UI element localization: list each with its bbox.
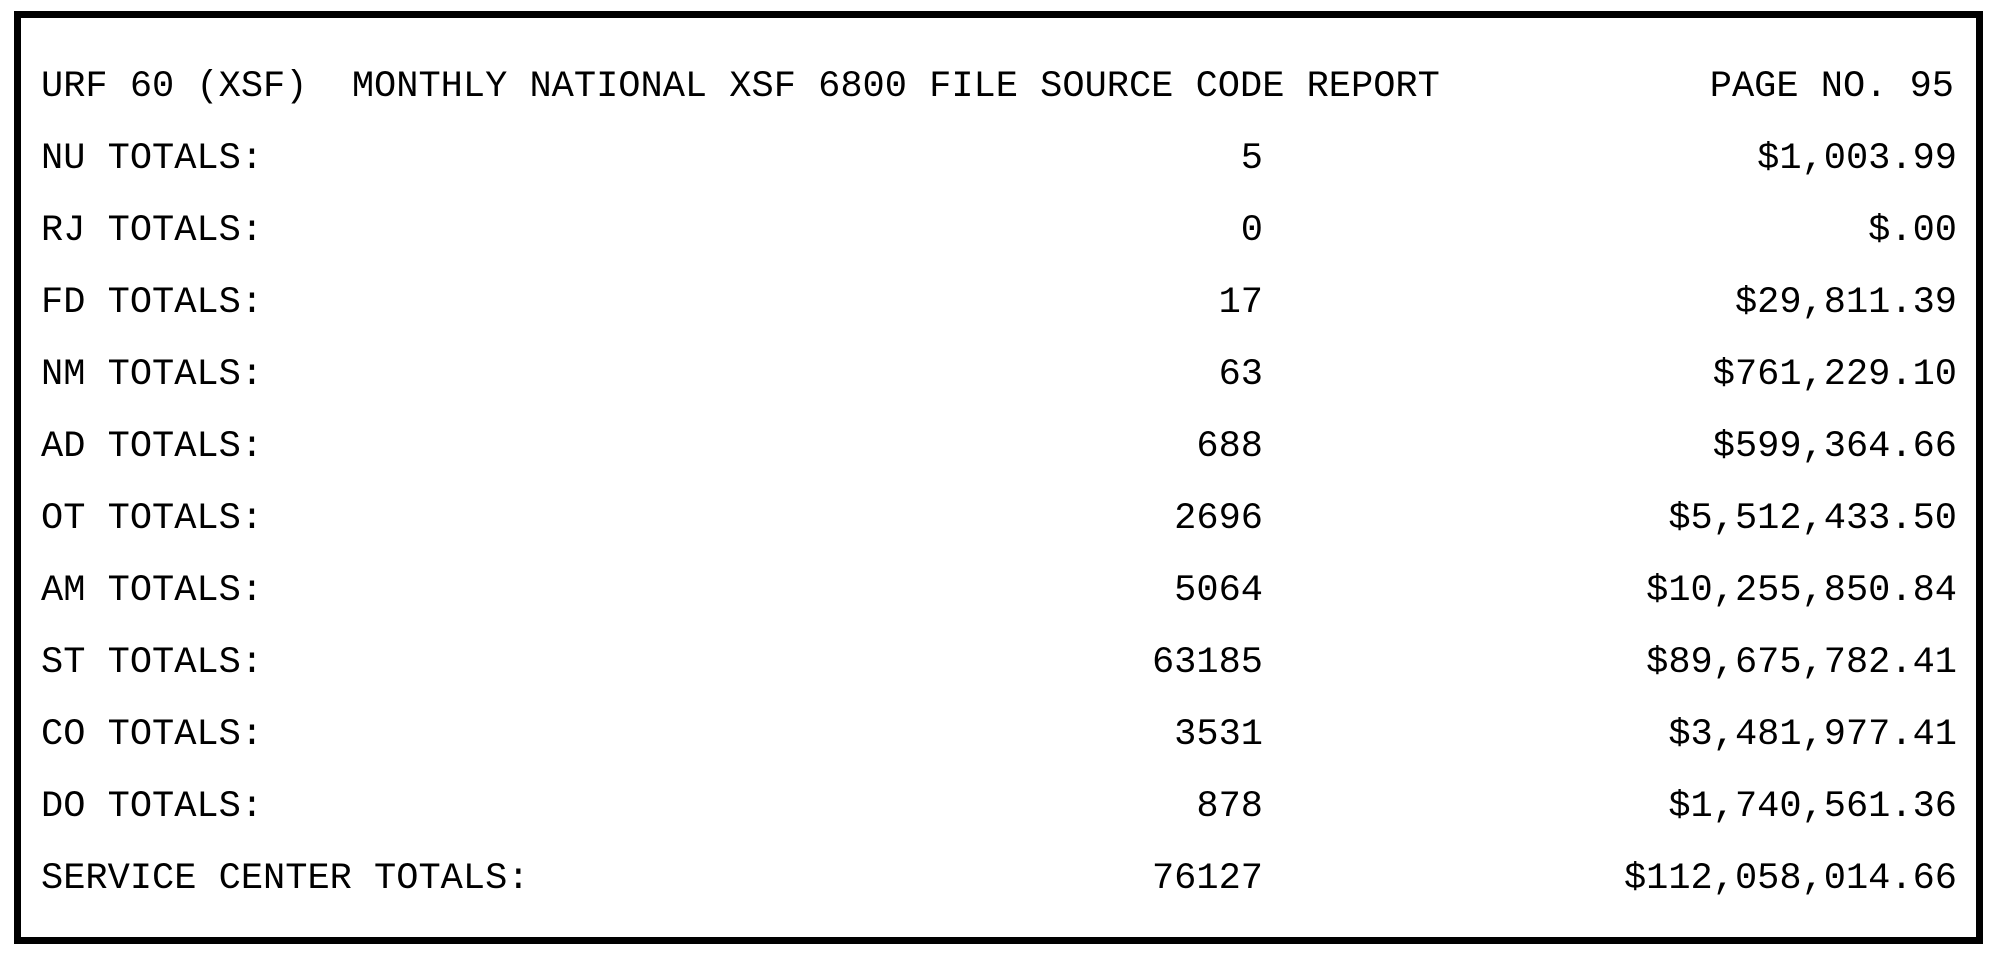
row-amount: $29,811.39	[1734, 282, 1957, 324]
row-amount: $1,740,561.36	[1668, 786, 1957, 828]
row-count: 3531	[1174, 714, 1263, 756]
row-label: AM TOTALS:	[41, 570, 264, 612]
row-count: 0	[1240, 210, 1263, 252]
row-count: 76127	[1151, 858, 1263, 900]
row-amount: $.00	[1868, 210, 1957, 252]
row-label: NU TOTALS:	[41, 138, 264, 180]
row-count: 17	[1218, 282, 1263, 324]
row-amount: $761,229.10	[1712, 354, 1957, 396]
table-row: AD TOTALS: 688 $599,364.66	[41, 411, 1957, 483]
row-amount: $5,512,433.50	[1668, 498, 1957, 540]
table-row: OT TOTALS: 2696 $5,512,433.50	[41, 483, 1957, 555]
row-label: AD TOTALS:	[41, 426, 264, 468]
table-row: AM TOTALS: 5064 $10,255,850.84	[41, 555, 1957, 627]
row-label: ST TOTALS:	[41, 642, 264, 684]
row-count: 878	[1196, 786, 1263, 828]
row-label: RJ TOTALS:	[41, 210, 264, 252]
report-header-line: URF 60 (XSF) MONTHLY NATIONAL XSF 6800 F…	[41, 51, 1954, 123]
row-label: FD TOTALS:	[41, 282, 264, 324]
row-count: 63185	[1151, 642, 1263, 684]
row-label: OT TOTALS:	[41, 498, 264, 540]
report-page-indicator: PAGE NO. 95	[1709, 66, 1954, 108]
table-row: RJ TOTALS: 0 $.00	[41, 195, 1957, 267]
row-amount: $599,364.66	[1712, 426, 1957, 468]
table-row: DO TOTALS: 878 $1,740,561.36	[41, 771, 1957, 843]
row-count: 2696	[1174, 498, 1263, 540]
table-row: NU TOTALS: 5 $1,003.99	[41, 123, 1957, 195]
table-row-grand-total: SERVICE CENTER TOTALS: 76127 $112,058,01…	[41, 843, 1957, 915]
row-count: 5	[1240, 138, 1263, 180]
table-row: ST TOTALS: 63185 $89,675,782.41	[41, 627, 1957, 699]
row-label: NM TOTALS:	[41, 354, 264, 396]
row-amount: $89,675,782.41	[1646, 642, 1957, 684]
row-label: DO TOTALS:	[41, 786, 264, 828]
row-count: 688	[1196, 426, 1263, 468]
report-border-frame: URF 60 (XSF) MONTHLY NATIONAL XSF 6800 F…	[14, 11, 1983, 944]
row-label: SERVICE CENTER TOTALS:	[41, 858, 530, 900]
row-amount: $1,003.99	[1757, 138, 1957, 180]
row-amount: $3,481,977.41	[1668, 714, 1957, 756]
row-count: 5064	[1174, 570, 1263, 612]
table-row: FD TOTALS: 17 $29,811.39	[41, 267, 1957, 339]
row-amount: $10,255,850.84	[1646, 570, 1957, 612]
table-row: CO TOTALS: 3531 $3,481,977.41	[41, 699, 1957, 771]
row-amount: $112,058,014.66	[1623, 858, 1957, 900]
report-header-title: URF 60 (XSF) MONTHLY NATIONAL XSF 6800 F…	[41, 66, 1440, 108]
table-row: NM TOTALS: 63 $761,229.10	[41, 339, 1957, 411]
row-label: CO TOTALS:	[41, 714, 264, 756]
report-content: URF 60 (XSF) MONTHLY NATIONAL XSF 6800 F…	[21, 18, 1976, 937]
row-count: 63	[1218, 354, 1263, 396]
